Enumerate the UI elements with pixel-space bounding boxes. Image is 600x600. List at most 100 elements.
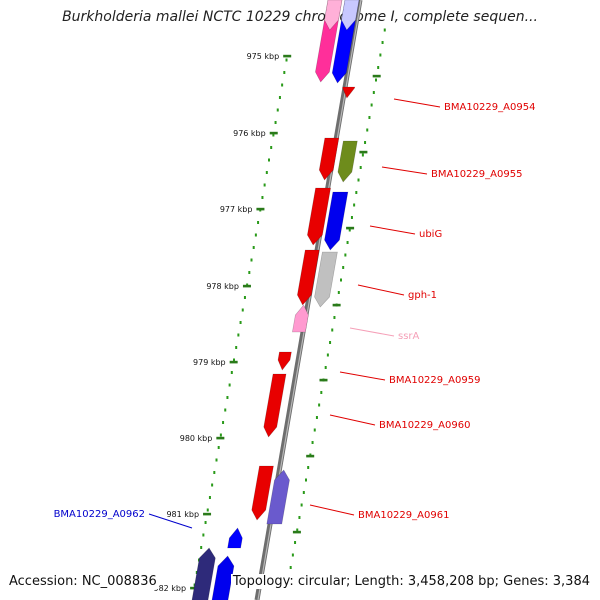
- outer-major-tick: [319, 378, 328, 382]
- inner-tick-dot: [285, 58, 288, 62]
- gene-label[interactable]: ubiG: [419, 229, 442, 240]
- outer-tick-dot: [307, 466, 310, 469]
- outer-tick-dot: [346, 241, 349, 244]
- gene-block-a0961-purple: [266, 469, 290, 525]
- inner-tick-dot: [250, 258, 253, 262]
- outer-tick-dot: [379, 53, 382, 57]
- inner-tick-dot: [230, 371, 233, 374]
- gene-leader-line: [148, 513, 193, 529]
- inner-tick-dot: [219, 433, 222, 437]
- inner-tick-dot: [261, 196, 264, 199]
- gene-label[interactable]: BMA10229_A0960: [379, 420, 470, 431]
- gene-block-a0961-red: [251, 465, 274, 521]
- inner-tick-dot: [235, 346, 238, 349]
- gene-label[interactable]: gph-1: [408, 290, 437, 301]
- inner-tick-dot: [217, 446, 220, 449]
- major-tick: [203, 512, 212, 516]
- major-tick: [242, 284, 251, 288]
- major-tick: [216, 436, 225, 440]
- gene-block-a0955-olive: [337, 140, 358, 183]
- major-tick: [256, 207, 265, 211]
- gene-leader-line: [357, 284, 405, 296]
- outer-tick-dot: [355, 191, 358, 194]
- gene-block-lightblue: [341, 0, 360, 31]
- outer-tick-dot: [340, 278, 342, 282]
- inner-tick-dot: [270, 146, 273, 149]
- outer-major-tick: [306, 454, 315, 458]
- gene-block-navy: [191, 547, 216, 600]
- inner-tick-dot: [265, 171, 268, 174]
- gene-block-a0954: [342, 86, 356, 99]
- inner-tick-dot: [276, 108, 279, 112]
- inner-tick-dot: [252, 246, 255, 249]
- outer-tick-dot: [381, 41, 384, 44]
- inner-tick-dot: [228, 383, 231, 387]
- gene-leader-line: [309, 504, 355, 516]
- inner-tick-dot: [281, 83, 284, 87]
- map-title: Burkholderia mallei NCTC 10229 chromosom…: [62, 9, 538, 25]
- gene-label[interactable]: BMA10229_A0954: [444, 102, 535, 113]
- gene-leader-line: [369, 225, 416, 235]
- outer-tick-dot: [289, 566, 292, 569]
- gene-leader-line: [393, 98, 441, 108]
- inner-tick-dot: [198, 558, 200, 562]
- outer-tick-dot: [305, 478, 307, 482]
- inner-tick-dot: [213, 471, 216, 474]
- inner-tick-dot: [272, 133, 275, 137]
- inner-tick-dot: [248, 271, 251, 274]
- gene-label[interactable]: BMA10229_A0961: [358, 510, 449, 521]
- gene-label[interactable]: BMA10229_A0959: [389, 375, 480, 386]
- outer-tick-dot: [320, 391, 323, 394]
- inner-tick-dot: [241, 308, 244, 312]
- outer-tick-dot: [300, 503, 303, 507]
- gene-label[interactable]: ssrA: [398, 331, 420, 342]
- kbp-tick-label: 975 kbp: [247, 52, 280, 61]
- inner-tick-dot: [233, 358, 235, 362]
- inner-tick-dot: [195, 571, 198, 574]
- inner-tick-dot: [202, 533, 205, 537]
- inner-tick-dot: [226, 396, 229, 399]
- major-tick: [283, 54, 292, 58]
- outer-tick-dot: [357, 178, 360, 182]
- outer-tick-dot: [291, 553, 294, 557]
- gene-block-gph1-red: [297, 249, 320, 306]
- gene-leader-line: [339, 371, 386, 381]
- outer-tick-dot: [318, 403, 321, 407]
- outer-tick-dot: [298, 516, 301, 519]
- outer-tick-dot: [302, 491, 305, 494]
- inner-tick-dot: [268, 158, 270, 162]
- gene-block-lightpink: [324, 0, 343, 31]
- outer-tick-dot: [294, 541, 297, 544]
- inner-tick-dot: [193, 583, 196, 587]
- outer-tick-dot: [377, 66, 380, 69]
- inner-tick-dot: [222, 421, 225, 424]
- outer-tick-dot: [375, 78, 377, 82]
- outer-major-tick: [332, 303, 341, 307]
- outer-major-tick: [359, 150, 368, 154]
- accession-text: Accession: NC_008836: [9, 574, 159, 589]
- gene-label[interactable]: BMA10229_A0955: [431, 169, 522, 180]
- outer-tick-dot: [329, 341, 332, 344]
- gene-block-gph1-grey: [314, 251, 338, 308]
- inner-tick-dot: [200, 546, 203, 549]
- inner-tick-dot: [278, 96, 281, 99]
- outer-tick-dot: [344, 253, 347, 257]
- inner-tick-dot: [274, 121, 277, 124]
- inner-tick-dot: [204, 521, 207, 524]
- gene-block-ubig-blue: [324, 191, 349, 251]
- outer-tick-dot: [313, 428, 316, 432]
- gene-leader-line: [329, 414, 376, 426]
- outer-tick-dot: [368, 116, 371, 119]
- major-tick: [229, 360, 238, 364]
- gene-leader-line: [349, 327, 395, 337]
- kbp-tick-label: 982 kbp: [153, 584, 186, 593]
- gene-label[interactable]: BMA10229_A0962: [54, 509, 145, 520]
- inner-tick-dot: [224, 408, 227, 412]
- inner-tick-dot: [206, 508, 209, 512]
- kbp-tick-label: 980 kbp: [180, 434, 213, 443]
- inner-tick-dot: [237, 333, 240, 337]
- gene-block-blue-lower: [211, 555, 235, 600]
- outer-tick-dot: [311, 441, 314, 444]
- inner-tick-dot: [208, 496, 211, 499]
